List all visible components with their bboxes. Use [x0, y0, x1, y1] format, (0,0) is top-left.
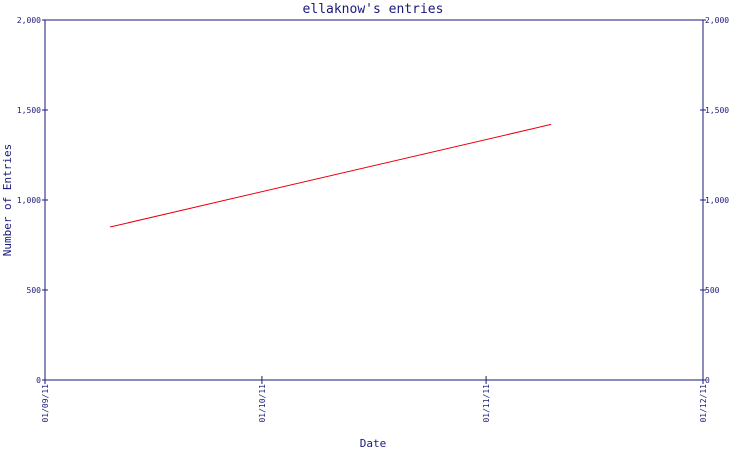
y-tick-label-left: 2,000 — [17, 16, 41, 25]
y-axis-right: 0 500 1,000 1,500 2,000 — [700, 16, 729, 385]
x-tick-label: 01/09/11 — [41, 384, 50, 423]
y-tick-label-right: 0 — [705, 376, 710, 385]
y-tick-label-left: 0 — [36, 376, 41, 385]
y-tick-label-right: 2,000 — [705, 16, 729, 25]
y-tick-label-right: 500 — [705, 286, 720, 295]
x-tick-label: 01/11/11 — [482, 384, 491, 423]
y-tick-label-right: 1,500 — [705, 106, 729, 115]
plot-area — [44, 19, 704, 381]
y-tick-label-left: 1,500 — [17, 106, 41, 115]
chart-title: ellaknow's entries — [303, 2, 444, 17]
x-tick-label: 01/12/11 — [699, 384, 708, 423]
x-tick-label: 01/10/11 — [258, 384, 267, 423]
y-tick-label-left: 1,000 — [17, 196, 41, 205]
series-line — [109, 123, 552, 228]
y-axis-left: 0 500 1,000 1,500 2,000 — [17, 16, 48, 385]
y-tick-label-left: 500 — [27, 286, 42, 295]
y-axis-title: Number of Entries — [1, 144, 14, 257]
x-axis-title: Date — [360, 437, 387, 450]
x-axis: 01/09/11 01/10/11 01/11/11 01/12/11 — [41, 376, 708, 423]
y-tick-label-right: 1,000 — [705, 196, 729, 205]
series-layer — [109, 123, 552, 228]
